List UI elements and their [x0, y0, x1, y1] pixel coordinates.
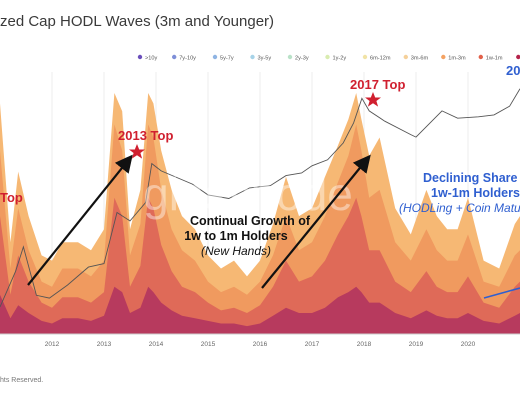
annotation-top-2020: 20: [506, 63, 520, 78]
x-tick-label: 2013: [97, 341, 112, 348]
legend-label: 6m-12m: [370, 56, 391, 62]
annotation-arrows: [27, 154, 520, 299]
area-1w-1m: [0, 197, 520, 334]
x-tick-label: 2020: [461, 341, 476, 348]
top-markers: [129, 92, 381, 159]
annotation-declining-line3: (HODLing + Coin Matura: [399, 201, 520, 215]
legend-label: 3m-6m: [411, 56, 429, 62]
watermark: glassnode: [143, 168, 353, 220]
legend-item: 3m-6m: [403, 54, 429, 62]
legend-swatch: [212, 54, 218, 60]
annotation-top-2011: Top: [0, 190, 23, 205]
legend-item: 1w-1m: [478, 54, 503, 62]
legend-swatch: [250, 54, 255, 60]
legend-item: 1y-2y: [325, 54, 347, 62]
footer-copyright: hts Reserved.: [0, 377, 43, 384]
legend-label: 3y-5y: [258, 56, 272, 62]
x-tick-label: 2018: [357, 341, 372, 348]
annotation-declining-line2: 1w-1m Holders: [431, 186, 520, 200]
legend-swatch: [172, 54, 177, 60]
legend-label: 7y-10y: [179, 56, 196, 62]
x-axis: 2012 2013 2014 2015 2016 2017 2018 2019 2020: [0, 333, 520, 348]
area-1d-1w: [0, 286, 520, 334]
annotation-growth-line3: (New Hands): [201, 244, 271, 258]
arrow-2017: [261, 154, 371, 289]
legend: >10y 7y-10y 5y-7y 3y-5y 2y-3y 1y-2y 6m-12m 3m-6…: [137, 54, 520, 62]
legend-item: 6m-12m: [362, 54, 391, 62]
legend-item: 1d-1w: [516, 54, 520, 60]
x-tick-label: 2016: [253, 341, 268, 348]
annotation-growth-line1: Continual Growth of: [190, 214, 311, 228]
legend-item: 3y-5y: [250, 54, 272, 62]
legend-item: >10y: [137, 54, 157, 62]
annotation-top-2017: 2017 Top: [350, 77, 405, 92]
x-tick-label: 2012: [45, 341, 60, 348]
arrow-2013: [27, 154, 133, 286]
legend-label: 1w-1m: [486, 56, 503, 62]
star-2013: [129, 144, 145, 159]
annotation-top-2013: 2013 Top: [118, 128, 173, 143]
legend-label: 2y-3y: [295, 56, 309, 62]
star-2017: [365, 92, 381, 107]
legend-item: 5y-7y: [212, 54, 234, 62]
legend-label: 1y-2y: [333, 56, 347, 62]
legend-swatch: [362, 54, 368, 60]
legend-swatch: [137, 54, 143, 60]
chart-title: zed Cap HODL Waves (3m and Younger): [0, 13, 274, 30]
legend-swatch: [516, 54, 520, 60]
legend-swatch: [403, 54, 408, 60]
legend-item: 7y-10y: [172, 54, 196, 62]
arrow-2020: [483, 287, 520, 299]
legend-label: 1m-3m: [448, 56, 466, 62]
x-tick-label: 2017: [305, 341, 320, 348]
legend-item: 2y-3y: [287, 54, 309, 62]
legend-swatch: [325, 54, 330, 60]
legend-item: 1m-3m: [441, 54, 466, 62]
x-tick-label: 2019: [409, 341, 424, 348]
legend-swatch: [441, 54, 446, 60]
annotation-declining-line1: Declining Share of: [423, 171, 520, 185]
price-line-group: [0, 88, 520, 308]
x-tick-label: 2014: [149, 341, 164, 348]
legend-swatch: [478, 54, 483, 60]
x-tick-label: 2015: [201, 341, 216, 348]
area-series: [0, 93, 520, 335]
legend-label: 5y-7y: [220, 56, 234, 62]
legend-swatch: [287, 54, 293, 60]
price-line: [0, 88, 520, 308]
legend-label: >10y: [145, 56, 157, 62]
annotation-growth-line2: 1w to 1m Holders: [184, 229, 288, 243]
